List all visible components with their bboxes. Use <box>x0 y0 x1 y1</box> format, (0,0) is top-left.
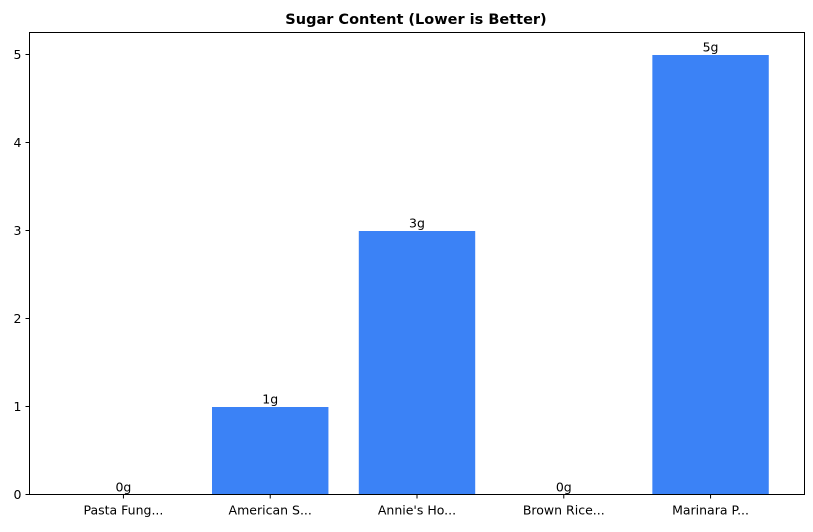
bar <box>357 230 477 495</box>
plot-frame <box>29 32 805 495</box>
y-tick-label: 0 <box>14 487 22 502</box>
x-tick-label: Marinara P... <box>672 503 749 518</box>
bar <box>651 54 770 495</box>
y-tick-label: 4 <box>14 135 22 150</box>
data-label: 3g <box>409 216 425 231</box>
x-tick-label: Annie's Ho... <box>378 503 456 518</box>
data-label: 0g <box>556 480 572 495</box>
data-label: 5g <box>703 40 719 55</box>
x-tick-label: Pasta Fung... <box>83 503 163 518</box>
x-tick-label: American S... <box>229 503 312 518</box>
bar <box>211 406 330 495</box>
y-tick-label: 5 <box>14 47 22 62</box>
y-tick-label: 2 <box>14 311 22 326</box>
chart-title: Sugar Content (Lower is Better) <box>285 12 546 28</box>
y-tick-label: 1 <box>14 399 22 414</box>
y-tick-label: 3 <box>14 223 22 238</box>
data-label: 1g <box>262 392 278 407</box>
data-label: 0g <box>115 480 131 495</box>
x-tick-label: Brown Rice... <box>523 503 605 518</box>
